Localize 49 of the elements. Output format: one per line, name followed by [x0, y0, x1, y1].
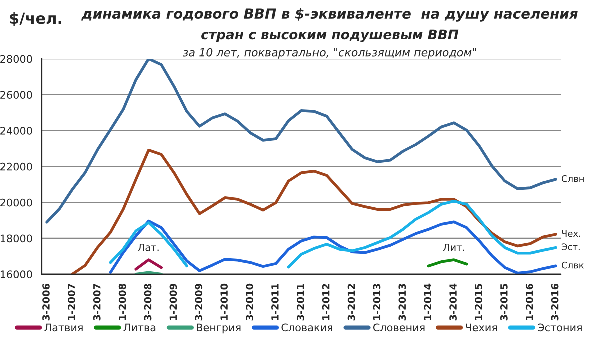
legend-label: Литва	[124, 324, 156, 332]
chart-subtitle: стран с высоким подушевым ВВП	[202, 30, 459, 42]
legend-label: Латвия	[44, 324, 83, 332]
annotation: Слвн	[562, 175, 584, 182]
annotation: Чех.	[562, 230, 580, 238]
x-tick-label: 1-2014	[424, 284, 432, 320]
x-tick-label: 1-2008	[118, 284, 126, 320]
x-tick-label: 3-2007	[93, 284, 101, 321]
x-tick-label: 1-2015	[475, 284, 482, 320]
y-tick-label: 18000	[0, 234, 32, 243]
x-tick-label: 3-2006	[42, 284, 50, 321]
x-tick-label: 3-2013	[398, 284, 406, 321]
x-tick-label: 3-2008	[144, 284, 152, 321]
y-tick-label: 26000	[0, 91, 32, 99]
x-tick-label: 3-2009	[195, 284, 203, 321]
x-tick-label: 1-2012	[322, 284, 330, 320]
legend-label: Эстония	[538, 324, 582, 332]
x-tick-label: 1-2010	[220, 284, 228, 320]
line-series	[109, 220, 558, 274]
y-tick-label: 22000	[0, 162, 32, 171]
x-tick-label: 1-2011	[272, 284, 279, 320]
line-series	[46, 58, 558, 224]
x-tick-label: 1-2007	[68, 284, 76, 320]
y-tick-label: 16000	[0, 270, 32, 279]
x-tick-label: 3-2010	[246, 284, 254, 321]
x-tick-label: 3-2012	[348, 284, 356, 321]
y-tick-label: 24000	[0, 127, 32, 135]
y-tick-label: 28000	[0, 55, 32, 64]
annotation: Лит.	[443, 244, 464, 252]
x-tick-label: 3-2015	[500, 284, 508, 321]
line-series	[427, 258, 468, 268]
line-series	[71, 148, 558, 274]
x-tick-label: 3-2014	[450, 284, 457, 321]
text: за 10 лет, поквартально, "скользящим периодом"	[182, 48, 476, 59]
legend-label: Словения	[373, 324, 425, 332]
annotation: Эст.	[562, 244, 580, 250]
x-tick-label: 1-2016	[526, 284, 534, 320]
legend-label: Венгрия	[197, 324, 241, 334]
x-tick-label: 3-2016	[551, 284, 559, 321]
y-axis-title: $/чел.	[10, 12, 62, 26]
y-tick-label: 20000	[0, 198, 32, 207]
legend-label: Словакия	[282, 324, 332, 332]
annotation: Лат.	[138, 244, 159, 252]
annotation: Слвк	[562, 262, 584, 269]
x-tick-label: 1-2013	[373, 284, 381, 320]
legend-label: Чехия	[466, 324, 498, 332]
x-tick-label: 1-2009	[170, 284, 178, 320]
chart-title: динамика годового ВВП в $-эквиваленте на душу населения	[82, 8, 578, 22]
x-tick-label: 3-2011	[296, 284, 304, 321]
